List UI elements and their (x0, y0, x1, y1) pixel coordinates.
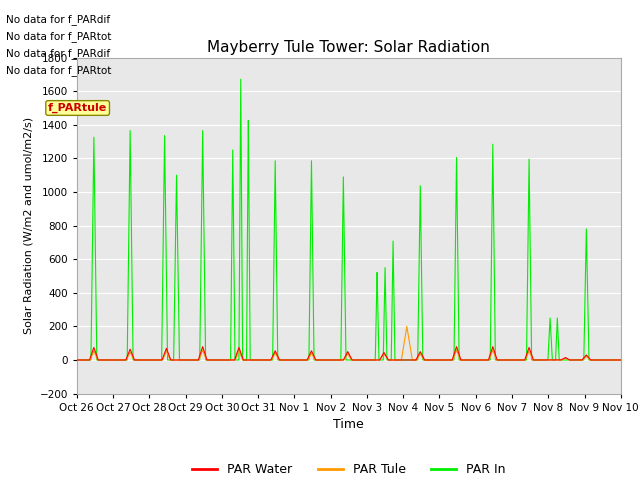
Legend: PAR Water, PAR Tule, PAR In: PAR Water, PAR Tule, PAR In (188, 458, 510, 480)
Text: No data for f_PARtot: No data for f_PARtot (6, 65, 112, 76)
Text: No data for f_PARdif: No data for f_PARdif (6, 14, 111, 25)
Text: f_PARtule: f_PARtule (48, 103, 108, 113)
Text: No data for f_PARdif: No data for f_PARdif (6, 48, 111, 59)
Y-axis label: Solar Radiation (W/m2 and umol/m2/s): Solar Radiation (W/m2 and umol/m2/s) (24, 117, 34, 334)
X-axis label: Time: Time (333, 418, 364, 431)
Title: Mayberry Tule Tower: Solar Radiation: Mayberry Tule Tower: Solar Radiation (207, 40, 490, 55)
Text: No data for f_PARtot: No data for f_PARtot (6, 31, 112, 42)
